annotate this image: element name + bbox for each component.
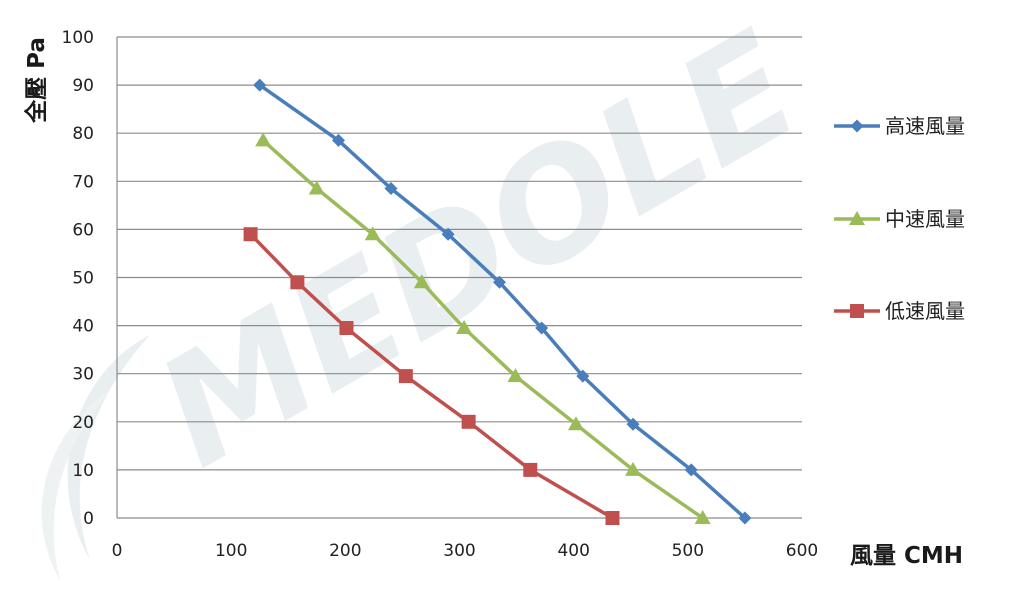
- watermark-text: MEDOLE: [131, 0, 826, 501]
- legend-label-1: 高速風量: [885, 114, 965, 138]
- y-tick-label-70: 70: [72, 172, 94, 192]
- data-point-3-4: [398, 369, 413, 384]
- data-point-3-6: [523, 462, 538, 477]
- legend-item-1: 高速風量: [834, 114, 965, 138]
- series-3: [243, 227, 620, 525]
- x-tick-label-500: 500: [672, 541, 704, 561]
- data-point-3-1: [243, 227, 258, 242]
- series-line-1: [258, 83, 747, 520]
- tick-labels: 0 10 20 30 40 50 60 70 80 90 100 0 100 200 300 400 500 60…: [62, 28, 819, 561]
- data-point-1-3: [384, 182, 398, 196]
- data-point-2-3: [364, 226, 381, 241]
- data-point-1-9: [684, 463, 698, 477]
- data-point-3-7: [605, 511, 620, 525]
- x-axis-title: 風量 CMH: [850, 543, 963, 569]
- x-tick-label-0: 0: [112, 541, 123, 561]
- data-point-3-5: [461, 414, 476, 429]
- data-point-2-6: [507, 368, 524, 383]
- data-point-1-1: [253, 78, 267, 92]
- watermark-swoosh-1: [67, 335, 150, 560]
- data-point-1-7: [576, 369, 590, 383]
- data-point-1-10: [738, 511, 752, 525]
- legend-marker-2: [849, 211, 865, 225]
- y-tick-label-100: 100: [62, 28, 94, 48]
- x-tick-label-400: 400: [557, 541, 589, 561]
- data-point-2-7: [567, 416, 584, 431]
- data-point-2-4: [413, 274, 430, 289]
- data-point-3-2: [290, 275, 305, 290]
- x-tick-label-300: 300: [443, 541, 475, 561]
- y-tick-label-50: 50: [72, 269, 94, 289]
- legend-item-3: 低速風量: [834, 299, 965, 323]
- data-point-1-8: [626, 417, 640, 431]
- y-tick-label-20: 20: [72, 413, 94, 433]
- y-tick-label-10: 10: [72, 461, 94, 481]
- y-tick-label-60: 60: [72, 220, 94, 240]
- y-tick-label-30: 30: [72, 365, 94, 385]
- data-point-3-3: [339, 321, 354, 336]
- legend-item-2: 中速風量: [834, 207, 965, 231]
- legend-label-3: 低速風量: [885, 299, 965, 323]
- data-point-1-2: [331, 133, 345, 147]
- watermark-swoosh-2: [41, 390, 110, 580]
- y-tick-label-40: 40: [72, 317, 94, 337]
- legend-marker-1: [850, 119, 864, 133]
- data-point-2-1: [255, 132, 272, 147]
- axes: [116, 37, 802, 519]
- y-tick-label-90: 90: [72, 76, 94, 96]
- x-tick-label-100: 100: [215, 541, 247, 561]
- series-2: [255, 132, 711, 524]
- y-tick-label-0: 0: [83, 509, 94, 529]
- x-tick-label-600: 600: [786, 541, 818, 561]
- data-point-2-2: [308, 180, 325, 195]
- data-point-1-5: [492, 275, 506, 289]
- y-tick-label-80: 80: [72, 124, 94, 144]
- series-group: [243, 78, 752, 525]
- y-axis-title: 全壓 Pa: [23, 37, 50, 124]
- data-point-2-8: [625, 461, 642, 476]
- data-point-2-9: [694, 510, 711, 524]
- legend-label-2: 中速風量: [885, 207, 965, 231]
- legend-marker-3: [850, 304, 864, 318]
- series-1: [253, 78, 752, 525]
- data-point-1-6: [535, 321, 549, 335]
- data-point-1-4: [441, 227, 455, 241]
- x-tick-label-200: 200: [329, 541, 361, 561]
- watermark-logo: MEDOLE: [41, 0, 826, 580]
- data-point-2-5: [456, 320, 473, 335]
